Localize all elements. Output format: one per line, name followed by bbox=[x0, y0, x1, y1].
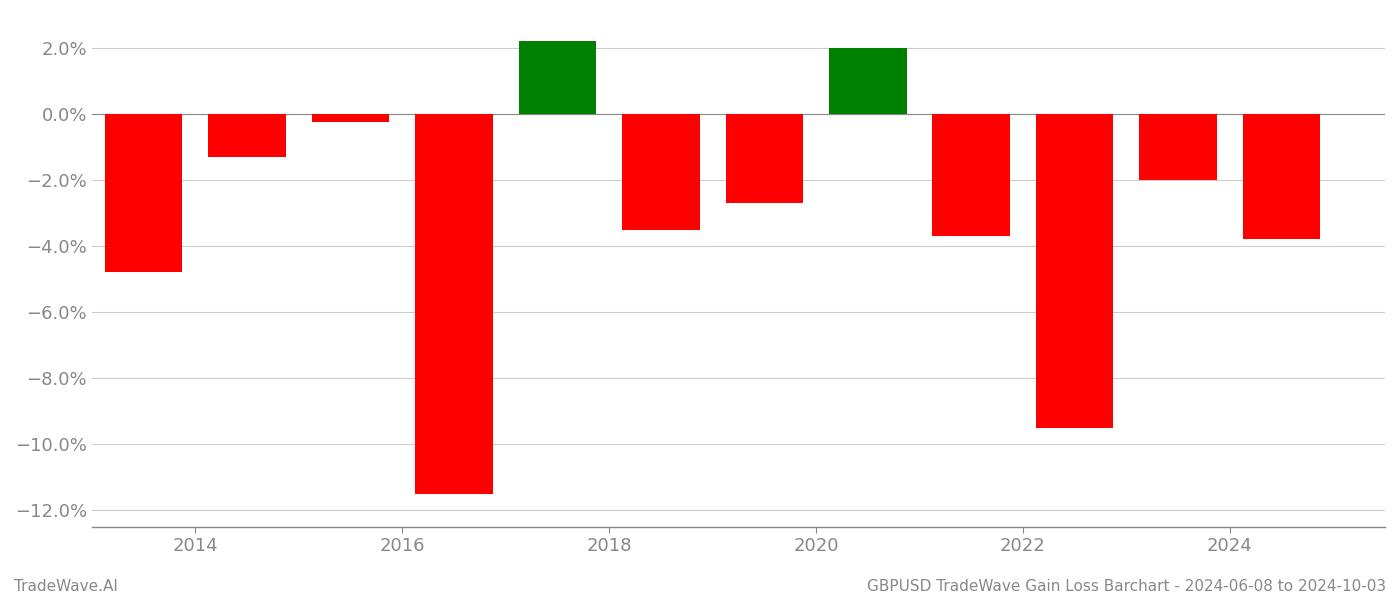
Bar bbox=[932, 114, 1009, 236]
Bar bbox=[829, 48, 907, 114]
Text: TradeWave.AI: TradeWave.AI bbox=[14, 579, 118, 594]
Bar bbox=[209, 114, 286, 157]
Bar bbox=[105, 114, 182, 272]
Bar bbox=[518, 41, 596, 114]
Bar bbox=[416, 114, 493, 494]
Bar bbox=[1036, 114, 1113, 428]
Bar bbox=[725, 114, 804, 203]
Bar bbox=[622, 114, 700, 230]
Bar bbox=[312, 114, 389, 122]
Text: GBPUSD TradeWave Gain Loss Barchart - 2024-06-08 to 2024-10-03: GBPUSD TradeWave Gain Loss Barchart - 20… bbox=[867, 579, 1386, 594]
Bar bbox=[1243, 114, 1320, 239]
Bar bbox=[1140, 114, 1217, 180]
